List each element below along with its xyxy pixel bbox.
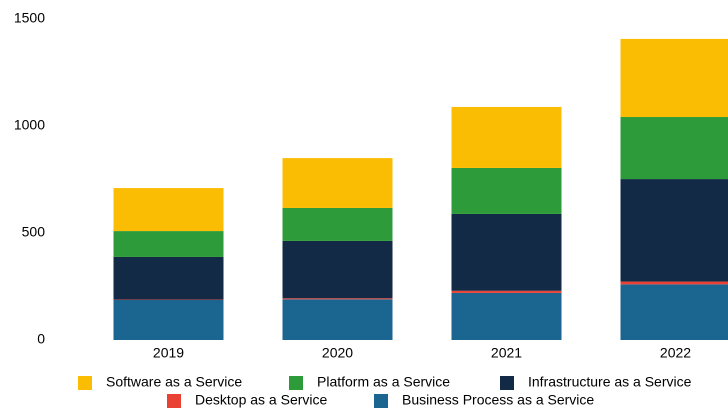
legend-swatch: [500, 376, 514, 390]
bar-segment: [451, 106, 562, 168]
bar-segment: [282, 240, 393, 299]
bar-segment: [620, 38, 728, 118]
legend-label: Software as a Service: [106, 374, 242, 390]
bar-segment: [282, 299, 393, 340]
legend-swatch: [289, 376, 303, 390]
bar-segment: [451, 213, 562, 291]
legend-label: Desktop as a Service: [195, 392, 327, 408]
x-tick-label: 2022: [660, 345, 691, 361]
bar-segment: [451, 290, 562, 293]
y-tick-label: 0: [37, 331, 45, 347]
bar-segment: [113, 256, 224, 300]
y-tick-label: 1500: [14, 10, 45, 26]
x-tick-label: 2019: [153, 345, 184, 361]
bar-segment: [451, 167, 562, 214]
bar-segment: [620, 284, 728, 340]
bar-segment: [451, 292, 562, 340]
legend-label: Infrastructure as a Service: [528, 374, 692, 390]
legend-swatch: [167, 394, 181, 408]
x-tick-label: 2021: [491, 345, 522, 361]
legend-swatch: [374, 394, 388, 408]
bar-segment: [282, 207, 393, 241]
bar-segment: [113, 231, 224, 257]
bar-segment: [620, 281, 728, 285]
bar-segment: [620, 117, 728, 180]
bar-segment: [113, 299, 224, 340]
legend-label: Business Process as a Service: [402, 392, 594, 408]
legend-swatch: [78, 376, 92, 390]
bar-segment: [282, 158, 393, 208]
legend-label: Platform as a Service: [317, 374, 450, 390]
bar-segment: [282, 298, 393, 300]
x-tick-label: 2020: [322, 345, 353, 361]
bar-segment: [113, 188, 224, 232]
bar-segment: [620, 179, 728, 282]
y-tick-label: 1000: [14, 117, 45, 133]
y-tick-label: 500: [22, 224, 46, 240]
